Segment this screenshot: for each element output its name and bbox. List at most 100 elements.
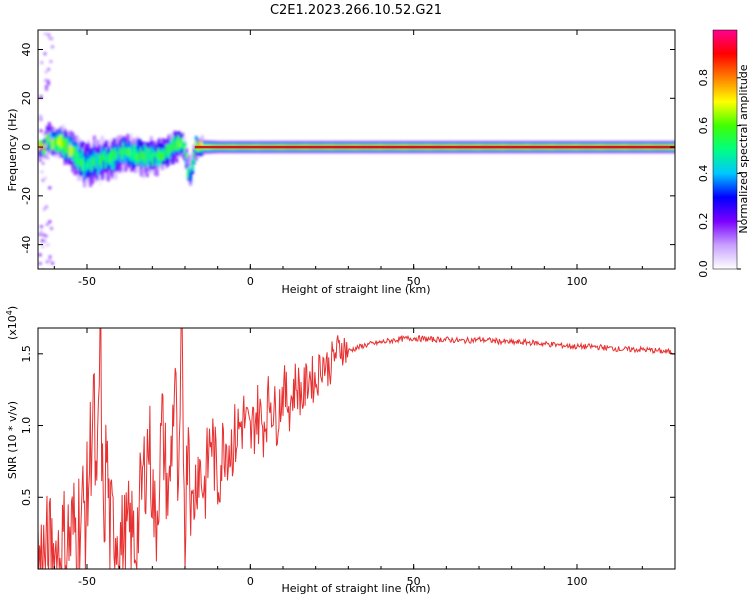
colorbar-frame [712,29,738,270]
spectrogram-cell [149,148,153,162]
spectrogram-noise-cell [47,82,51,86]
snr-x-tick-label: 0 [247,575,254,588]
spectrogram-y-tick-label: -40 [20,236,33,254]
spectrogram-cell [188,168,193,179]
colorbar-tick-label: 0.4 [697,165,710,183]
spectrogram-noise-cell [45,260,49,264]
spectrogram-cell [137,152,142,164]
spectrogram-cell [65,142,69,150]
spectrogram-cell [61,141,65,148]
spectrogram-x-ticks: -50 0 50 100 [53,30,676,288]
spectrogram-noise-cell [41,245,45,249]
colorbar-tick-label: 0.2 [697,212,710,230]
spectrogram-cell [57,138,61,145]
spectrogram-cell [102,151,106,161]
colorbar-tick-label: 0.0 [697,260,710,278]
snr-x-tick-label: -50 [78,575,96,588]
spectrogram-noise-cell [38,262,42,266]
spectrogram-cell [194,145,198,152]
spectrogram-cell [181,141,185,149]
spectrogram-cell [175,139,179,149]
spectrogram-noise-cell [47,33,51,37]
spectrogram-noise-cell [43,132,47,136]
snr-x-axis-label: Height of straight line (km) [281,582,430,595]
spectrogram-cell [114,147,118,161]
spectrogram-y-tick-label: 20 [20,91,33,105]
spectrogram-noise-cell [39,114,43,118]
figure-title: C2E1.2023.266.10.52.G21 [270,3,442,18]
spectrogram-y-ticks: 40 20 0 -20 -40 [20,43,675,254]
spectrogram-cell [186,168,191,179]
spectrogram-cell [45,137,49,149]
spectrogram-cell [102,150,106,172]
spectrogram-cell [198,140,202,150]
spectrogram-cell [96,158,100,167]
spectrogram-noise-cell [38,253,42,257]
spectrogram-cell [83,159,87,170]
spectrogram-x-axis-label: Height of straight line (km) [281,283,430,296]
spectrogram-cell [134,144,138,158]
spectrogram-noise-cell [39,225,43,229]
spectrogram-noise-cell [44,130,48,134]
spectrogram-x-tick-label: 50 [407,275,421,288]
spectrogram-noise-cell [50,45,54,49]
spectrogram-cell [100,154,104,169]
spectrogram-cell [39,140,44,147]
spectrogram-cell [47,132,51,143]
spectrogram-noise-cell [41,161,45,165]
spectrogram-cell [143,152,147,165]
spectrogram-noise-cell [48,258,52,262]
spectrogram-cell [85,162,89,172]
spectrogram-cell [112,149,116,158]
spectrogram-y-axis-label: Frequency (Hz) [6,109,19,192]
spectrogram-cell [161,153,165,160]
spectrogram-cell [94,153,98,163]
spectrogram-noise-cell [46,243,50,247]
spectrogram-noise-cell [40,239,44,243]
spectrogram-cell [147,148,151,162]
spectrogram-cell [185,153,189,159]
colorbar-tick-label: 0.8 [697,69,710,87]
spectrogram-noise-cell [44,70,48,74]
colorbar-gradient [713,30,737,269]
spectrogram-cell [71,147,75,155]
spectrogram-noise-cell [38,158,42,162]
spectrogram-noise-cell [45,222,49,226]
spectrogram-cell [53,138,57,148]
spectrogram-cell [136,153,140,161]
spectrogram-cell [171,143,175,152]
spectrogram-noise-cell [43,32,47,36]
snr-panel: -50 0 50 100 0.5 1.0 1.5 Height of straight l… [5,306,676,595]
spectrogram-noise-cell [46,79,50,83]
spectrogram-cell [45,134,49,141]
snr-y-ticks: 0.5 1.0 1.5 [20,345,675,506]
colorbar-ticks: 0.0 0.2 0.4 0.6 0.8 [697,69,741,278]
spectrogram-cell [163,153,167,159]
spectrogram-noise-cell [44,205,48,209]
spectrogram-noise-cell [39,229,43,233]
spectrogram-cell [190,159,195,171]
spectrogram-cell [183,145,187,150]
spectrogram-noise-cell [48,186,52,190]
spectrogram-noise-cell [46,156,50,160]
colorbar: 0.0 0.2 0.4 0.6 0.8 Normalized spectral ampl… [697,29,750,278]
spectrogram-noise-cell [42,156,46,160]
spectrogram-cell [67,147,71,156]
spectrogram-frame [37,29,676,270]
spectrogram-noise-cell [50,261,54,265]
spectrogram-cell [122,142,126,156]
spectrogram-cell [104,156,108,169]
spectrogram-cell [118,147,122,155]
spectrogram-noise-cell [49,137,53,141]
spectrogram-cell [69,144,73,158]
spectrogram-cell [59,134,63,148]
spectrogram-cell [157,147,161,160]
spectrogram-cell [192,152,196,156]
spectrogram-cell [151,153,155,167]
spectrogram-cell [175,145,179,151]
spectrogram-cell [63,138,67,158]
spectrogram-cell [39,142,44,157]
colorbar-label: Normalized spectral amplitude [737,64,750,233]
spectrogram-cell [124,147,128,155]
